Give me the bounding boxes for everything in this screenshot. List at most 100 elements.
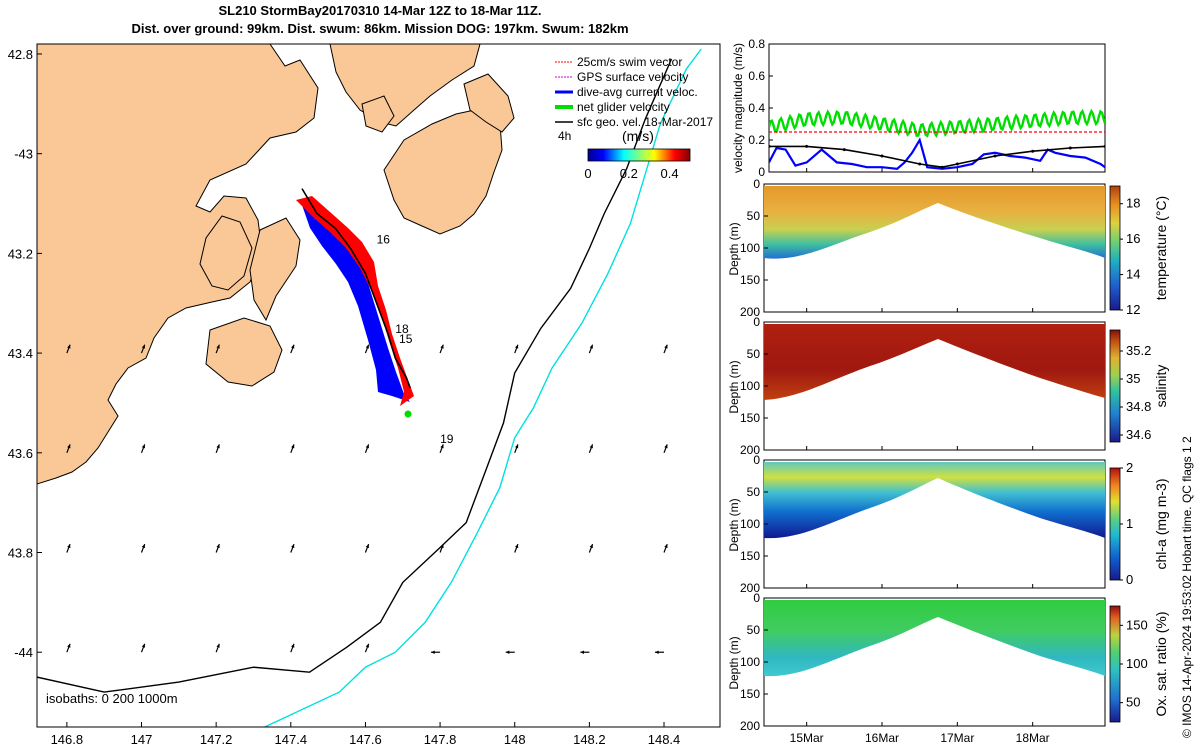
current-vector-arrow: [663, 444, 668, 454]
salinity-panel: [763, 321, 1121, 451]
section-colorbar-label: temperature (°C): [1153, 196, 1169, 300]
current-vector-arrow: [588, 444, 594, 454]
map-y-tick-label: 42.8: [8, 47, 33, 62]
current-vector-arrow: [66, 543, 71, 553]
map-colorbar-tick-label: 0.4: [661, 166, 679, 181]
credit-text: © IMOS 14-Apr-2024 19:53:02 Hobart time.…: [1180, 436, 1194, 738]
map-x-tick-label: 148.2: [573, 732, 606, 747]
section-colorbar-tick-label: 34.8: [1126, 399, 1151, 414]
section-colorbar-tick-label: 34.6: [1126, 427, 1151, 442]
section-y-tick-label: 150: [740, 273, 760, 287]
oxygen-panel: [763, 597, 1121, 727]
section-y-tick-label: 100: [740, 379, 760, 393]
land-peninsula: [199, 215, 253, 291]
day-label: 16: [377, 232, 391, 246]
velocity-sfc-point: [1068, 146, 1072, 150]
chla-panel: [763, 459, 1121, 589]
section-x-tick-label: 16Mar: [865, 731, 899, 745]
velocity-y-tick-label: 0: [758, 165, 765, 179]
section-ylabel: Depth (m): [727, 498, 741, 551]
section-colorbar-tick-label: 0: [1126, 572, 1133, 587]
section-ylabel: Depth (m): [727, 222, 741, 275]
current-vector-arrow: [66, 344, 71, 354]
section-y-tick-label: 100: [740, 517, 760, 531]
temperature-section-data: [764, 186, 1105, 259]
current-vector-arrow: [431, 650, 441, 654]
velocity-sfc-point: [993, 154, 997, 158]
map-y-tick-label: 43.8: [8, 546, 33, 561]
current-vector-arrow: [140, 344, 146, 354]
current-vectors: [66, 344, 668, 654]
current-vector-arrow: [588, 543, 594, 553]
current-vector-arrow: [215, 643, 220, 653]
swim-vector-envelope: [296, 196, 414, 406]
velocity-sfc-point: [955, 162, 959, 166]
velocity-panel: 0 0.2 0.4 0.6 0.8 velocity magnitude (m/s): [731, 37, 1106, 179]
map-x-tick-label: 148: [504, 732, 526, 747]
current-vector-arrow: [505, 650, 515, 654]
map-x-tick-label: 148.4: [648, 732, 681, 747]
section-colorbar-tick-label: 35.2: [1126, 343, 1151, 358]
section-y-tick-label: 0: [753, 315, 760, 329]
velocity-y-tick-label: 0.4: [748, 101, 765, 115]
velocity-series-diveavg: [769, 137, 1105, 170]
legend-gps-label: GPS surface velocity: [577, 70, 688, 84]
track-end-marker: [404, 410, 412, 418]
map-x-tick-label: 147.4: [275, 732, 308, 747]
section-y-tick-label: 150: [740, 549, 760, 563]
section-colorbar-tick-label: 18: [1126, 196, 1140, 211]
section-y-tick-label: 0: [753, 591, 760, 605]
section-colorbar-label: chl-a (mg m-3): [1153, 478, 1169, 569]
current-vector-arrow: [290, 543, 295, 553]
salinity-colorbar: [1109, 329, 1121, 443]
land-group: [37, 44, 515, 485]
current-vector-arrow: [663, 543, 668, 553]
section-y-tick-label: 150: [740, 687, 760, 701]
current-vector-arrow: [588, 344, 594, 354]
current-vector-arrow: [514, 444, 519, 454]
current-vector-arrow: [215, 543, 220, 553]
section-colorbar-tick-label: 2: [1126, 460, 1133, 475]
current-vector-arrow: [290, 643, 295, 653]
velocity-sfc-point: [805, 144, 809, 148]
map-colorbar-tick-label: 0: [584, 166, 591, 181]
section-y-tick-label: 50: [747, 347, 761, 361]
chart-title-line1: SL210 StormBay20170310 14-Mar 12Z to 18-…: [218, 3, 542, 18]
velocity-sfc-point: [940, 165, 944, 169]
glider-track-group: [296, 188, 414, 418]
current-vector-arrow: [66, 444, 71, 454]
legend-note: 4h: [558, 129, 571, 143]
section-y-tick-label: 100: [740, 655, 760, 669]
map-x-tick-label: 147.8: [424, 732, 457, 747]
current-vector-arrow: [140, 543, 146, 553]
section-x-tick-label: 15Mar: [790, 731, 824, 745]
section-y-tick-label: 0: [753, 177, 760, 191]
legend-net-label: net glider velocity: [577, 100, 670, 114]
current-vector-arrow: [364, 543, 370, 553]
chla-colorbar: [1109, 467, 1121, 581]
map-colorbar-tick-label: 0.2: [620, 166, 638, 181]
current-vector-arrow: [580, 650, 590, 654]
section-colorbar-tick-label: 1: [1126, 516, 1133, 531]
section-colorbar-tick-label: 16: [1126, 231, 1140, 246]
section-colorbar-tick-label: 35: [1126, 371, 1140, 386]
current-vector-arrow: [215, 444, 220, 454]
map-y-tick-label: 43.2: [8, 246, 33, 261]
map-y-tick-label: -44: [14, 645, 33, 660]
section-y-tick-label: 200: [740, 581, 760, 595]
current-vector-arrow: [290, 344, 295, 354]
section-colorbar-tick-label: 100: [1126, 656, 1148, 671]
section-y-tick-label: 50: [747, 485, 761, 499]
section-y-tick-label: 200: [740, 443, 760, 457]
land-south-arm: [249, 217, 301, 322]
section-colorbar-label: Ox. sat. ratio (%): [1153, 611, 1169, 716]
current-vector-arrow: [140, 643, 146, 653]
section-colorbar-tick-label: 150: [1126, 617, 1148, 632]
section-y-tick-label: 100: [740, 241, 760, 255]
section-y-tick-label: 0: [753, 453, 760, 467]
map-x-tick-label: 147: [131, 732, 153, 747]
current-vector-arrow: [514, 344, 519, 354]
velocity-sfc-point: [1103, 144, 1105, 148]
